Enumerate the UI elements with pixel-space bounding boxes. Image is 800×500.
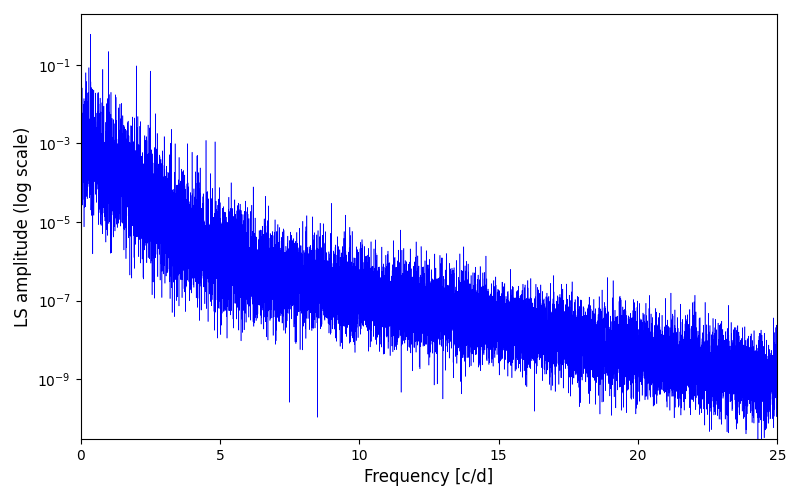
Y-axis label: LS amplitude (log scale): LS amplitude (log scale) xyxy=(14,126,32,326)
X-axis label: Frequency [c/d]: Frequency [c/d] xyxy=(364,468,494,486)
